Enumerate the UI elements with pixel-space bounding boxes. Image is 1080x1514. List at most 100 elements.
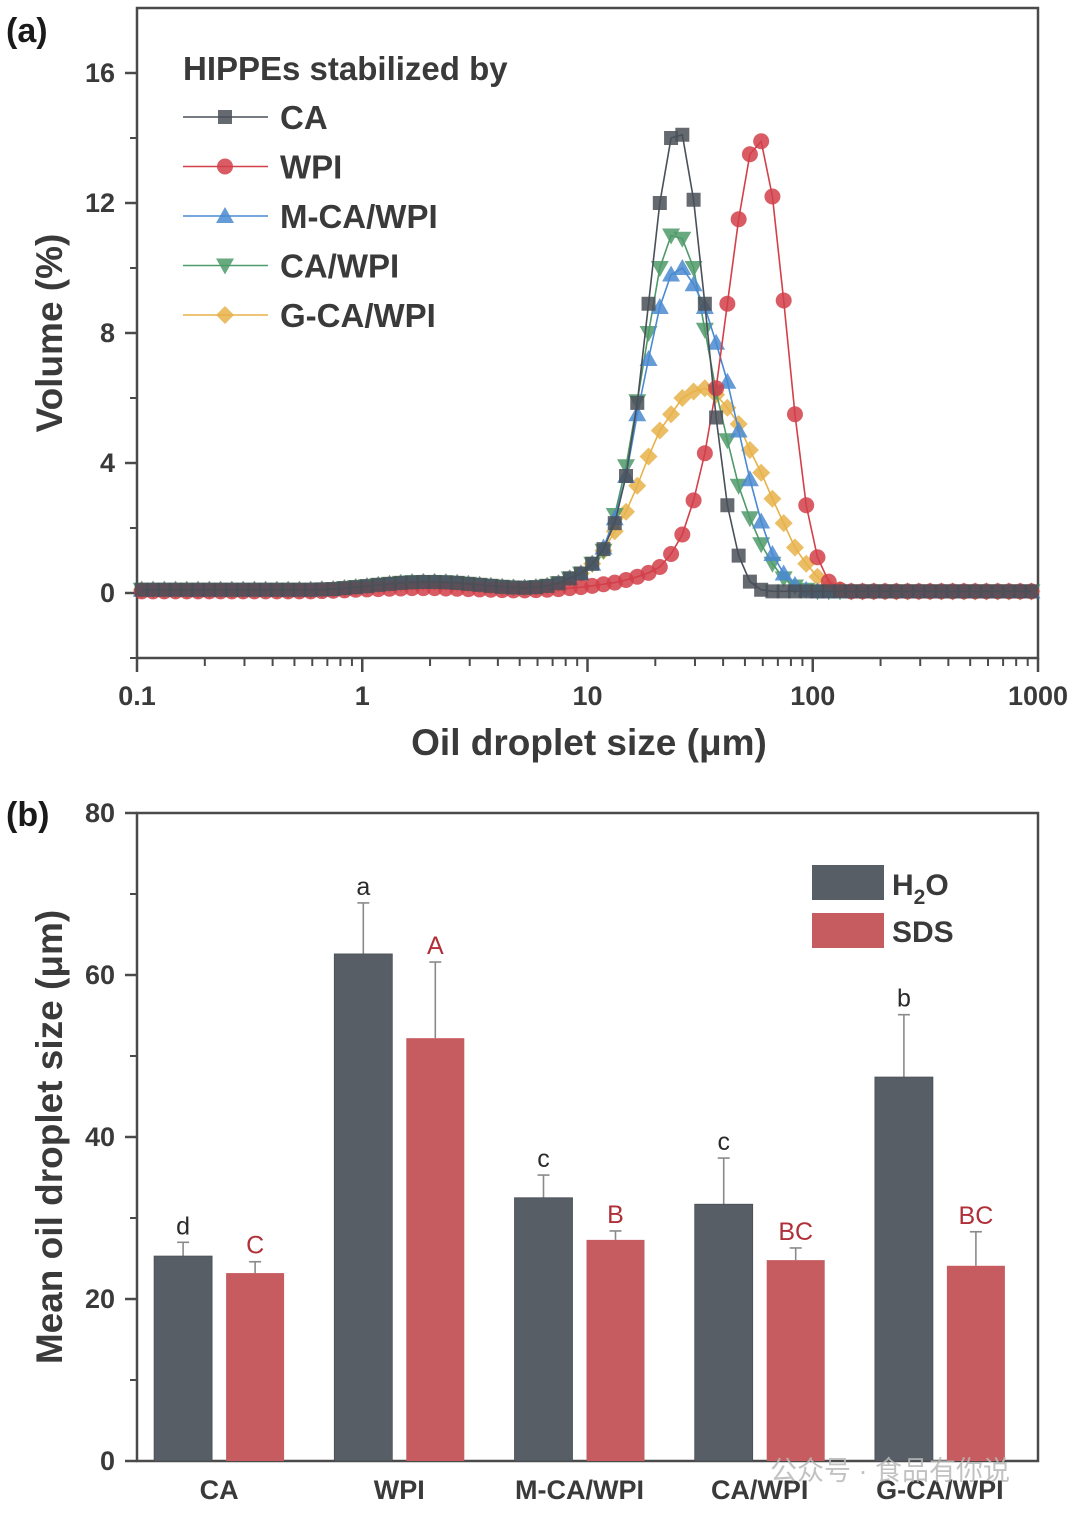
significance-label: c xyxy=(717,1128,730,1156)
panel-a-y-ticks: 0 4 8 12 16 xyxy=(85,58,137,659)
bar-h2o xyxy=(514,1197,573,1462)
data-point xyxy=(774,514,793,533)
y-tick-label: 8 xyxy=(100,318,115,348)
category-label: CA/WPI xyxy=(711,1475,809,1505)
data-point xyxy=(1024,584,1039,599)
category-label: G-CA/WPI xyxy=(876,1475,1004,1505)
data-point xyxy=(662,265,681,282)
significance-label: BC xyxy=(778,1218,813,1246)
bar-h2o xyxy=(874,1076,934,1462)
data-point xyxy=(664,131,679,145)
data-point xyxy=(337,581,352,596)
significance-label: A xyxy=(427,932,444,960)
legend-item-wpi: WPI xyxy=(183,149,342,186)
data-point xyxy=(585,556,600,571)
legend-label: CA/WPI xyxy=(280,248,399,285)
legend-label: M-CA/WPI xyxy=(280,198,438,235)
data-point xyxy=(281,582,296,597)
data-point xyxy=(741,146,758,163)
data-point xyxy=(809,549,826,566)
data-point xyxy=(833,584,848,599)
x-tick-label: 100 xyxy=(790,681,835,711)
x-tick-label: 0.1 xyxy=(118,681,156,711)
data-point xyxy=(900,584,915,599)
legend-label: G-CA/WPI xyxy=(280,297,436,334)
data-point xyxy=(495,579,510,594)
legend-marker-circle-icon xyxy=(217,158,233,175)
y-tick-label: 16 xyxy=(85,58,115,88)
significance-label: B xyxy=(607,1201,624,1229)
data-point xyxy=(314,582,329,597)
data-point xyxy=(562,571,577,586)
data-point xyxy=(1001,584,1016,599)
bar-group-m-ca-wpi: cB xyxy=(514,1145,645,1462)
data-point xyxy=(775,292,792,309)
series-line xyxy=(141,133,1032,593)
data-point xyxy=(674,526,691,543)
data-point xyxy=(673,231,692,248)
watermark: 公众号 · 食品有你说 xyxy=(770,1456,1010,1486)
legend-title: HIPPEs stabilized by xyxy=(183,50,508,87)
data-point xyxy=(968,584,983,599)
legend-item-ca-wpi: CA/WPI xyxy=(183,248,399,285)
data-point xyxy=(213,582,228,597)
legend-label: CA xyxy=(280,99,328,136)
panel-a-legend: HIPPEs stabilized by CA WPI M-CA/WPI CA/WPI… xyxy=(183,50,508,334)
data-point xyxy=(752,463,771,482)
data-point xyxy=(945,584,960,599)
data-point xyxy=(866,584,881,599)
data-point xyxy=(630,395,645,410)
data-point xyxy=(405,575,420,590)
data-point xyxy=(607,516,622,531)
data-point xyxy=(729,421,748,438)
y-tick-label: 12 xyxy=(85,188,115,218)
series-wpi xyxy=(133,133,1040,600)
data-point xyxy=(979,584,994,599)
data-point xyxy=(551,576,566,591)
data-point xyxy=(844,584,859,599)
data-point xyxy=(652,196,667,210)
x-tick-label: 1000 xyxy=(1008,681,1068,711)
data-point xyxy=(686,192,701,207)
data-point xyxy=(236,582,251,597)
data-point xyxy=(596,542,611,557)
bar-h2o xyxy=(694,1203,754,1462)
panel-b-label: (b) xyxy=(6,796,49,834)
data-point xyxy=(785,538,804,557)
category-label: M-CA/WPI xyxy=(515,1475,644,1505)
legend-marker-triangle-up-icon xyxy=(216,207,234,223)
data-point xyxy=(855,584,870,599)
panel-a-series xyxy=(132,127,1041,601)
data-point xyxy=(472,577,487,592)
data-point xyxy=(393,575,408,590)
data-point xyxy=(889,584,904,599)
data-point xyxy=(765,584,780,599)
data-point xyxy=(179,582,194,597)
data-point xyxy=(684,275,703,292)
panel-a-x-axis-title: Oil droplet size (μm) xyxy=(411,722,767,763)
y-tick-label: 40 xyxy=(85,1122,115,1152)
series-m-ca-wpi xyxy=(132,259,1041,599)
data-point xyxy=(911,584,926,599)
significance-label: c xyxy=(537,1145,550,1173)
data-point xyxy=(517,580,532,595)
legend-swatch-h2o xyxy=(812,865,884,900)
data-point xyxy=(742,574,757,589)
data-point xyxy=(269,582,284,597)
data-point xyxy=(740,511,759,528)
data-point xyxy=(427,574,442,589)
panel-b-legend: H2O SDS xyxy=(812,865,954,949)
significance-label: C xyxy=(246,1232,264,1260)
y-tick-label: 0 xyxy=(100,578,115,608)
legend-marker-diamond-icon xyxy=(216,306,234,324)
data-point xyxy=(923,584,938,599)
data-point xyxy=(799,584,814,599)
data-point xyxy=(506,580,521,595)
bar-h2o xyxy=(153,1255,213,1462)
data-point xyxy=(382,576,397,591)
bar-group-ca: dC xyxy=(153,1212,285,1462)
data-point xyxy=(720,498,735,513)
data-point xyxy=(303,582,318,597)
panel-b-category-labels: CA WPI M-CA/WPI CA/WPI G-CA/WPI xyxy=(200,1475,1004,1505)
